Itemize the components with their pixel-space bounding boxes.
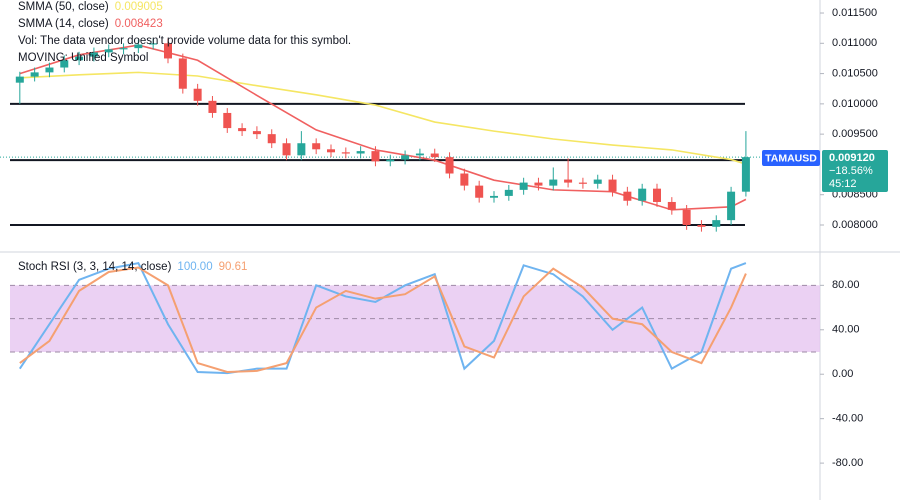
y-tick-label: 80.00	[832, 279, 860, 291]
candle-body	[415, 153, 424, 156]
candle-body	[327, 149, 335, 153]
countdown-label: 45:12	[829, 178, 857, 190]
y-tick-label: 40.00	[832, 324, 860, 336]
candle-body	[341, 152, 350, 154]
candle-body	[252, 131, 261, 135]
candle-body	[208, 100, 217, 113]
candle-body	[149, 43, 158, 45]
legend-entry: SMMA (14, close) 0.008423	[18, 18, 163, 30]
legend-value: 90.61	[219, 261, 248, 273]
candle-body	[164, 43, 172, 59]
candle-body	[593, 179, 602, 184]
legend-value: 100.00	[177, 261, 212, 273]
candle-body	[490, 195, 498, 198]
candle-body	[697, 224, 706, 227]
legend-note: MOVING: Unified Symbol	[18, 52, 148, 64]
candle-body	[297, 143, 306, 156]
candle-body	[741, 157, 750, 192]
candle-body	[312, 143, 321, 150]
candle-body	[238, 128, 247, 132]
candle-body	[638, 188, 647, 201]
candle-body	[223, 112, 232, 129]
candle-body	[623, 191, 632, 201]
candle-body	[30, 72, 39, 77]
candle-body	[267, 134, 276, 144]
series-line	[19, 71, 747, 165]
candle-body	[727, 191, 736, 221]
candle-body	[356, 151, 365, 154]
candle-body	[578, 182, 587, 184]
price-tag	[822, 150, 888, 192]
series-line	[19, 266, 747, 374]
candle-body	[89, 52, 98, 57]
y-tick-label: 0.010000	[832, 98, 878, 110]
last-price-label: 0.009120	[829, 152, 875, 164]
legend-value: 0.008423	[115, 18, 163, 30]
y-tick-label: 0.010500	[832, 67, 878, 79]
y-tick-label: 0.011000	[832, 37, 877, 49]
y-tick-label: 0.011500	[832, 7, 877, 19]
candle-body	[430, 153, 439, 158]
y-tick-label: -80.00	[832, 457, 863, 469]
candle-body	[119, 48, 128, 50]
candle-body	[712, 220, 721, 227]
legend-name: SMMA (50, close)	[18, 1, 109, 13]
candle-body	[401, 155, 410, 160]
y-tick-label: 0.009500	[832, 128, 878, 140]
candle-body	[534, 182, 543, 186]
candle-body	[653, 188, 661, 202]
candle-body	[519, 182, 528, 190]
change-label: −18.56%	[829, 165, 873, 177]
candle-body	[386, 159, 395, 162]
candle-body	[460, 173, 469, 186]
legend-entry: Stoch RSI (3, 3, 14, 14, close) 100.00 90.…	[18, 261, 247, 273]
candle-body	[282, 143, 291, 156]
candle-body	[45, 67, 54, 73]
candle-body	[445, 157, 454, 174]
candle-body	[60, 60, 69, 68]
candle-body	[371, 151, 380, 162]
candle-body	[667, 201, 676, 210]
legend-note: Vol: The data vendor doesn't provide vol…	[18, 35, 351, 47]
candle-body	[682, 209, 691, 225]
candle-body	[193, 88, 202, 101]
candle-body	[75, 56, 84, 61]
legend-name: SMMA (14, close)	[18, 18, 109, 30]
symbol-label: TAMAUSD	[765, 152, 817, 164]
candle-body	[608, 179, 617, 192]
y-tick-label: -40.00	[832, 413, 863, 425]
symbol-tag	[762, 150, 820, 166]
candle-body	[475, 185, 484, 198]
candle-body	[104, 49, 113, 53]
candle-body	[134, 44, 143, 49]
legend-entry: SMMA (50, close) 0.009005	[18, 1, 163, 13]
y-tick-label: 0.00	[832, 368, 853, 380]
candle-body	[504, 189, 513, 196]
candle-body	[178, 58, 187, 89]
candle-body	[564, 179, 573, 183]
legend-title: Stoch RSI (3, 3, 14, 14, close)	[18, 261, 172, 273]
legend-value: 0.009005	[115, 1, 163, 13]
candle-body	[15, 76, 24, 83]
candle-body	[549, 179, 558, 186]
series-line	[18, 261, 747, 375]
y-tick-label: 0.008000	[832, 219, 878, 231]
